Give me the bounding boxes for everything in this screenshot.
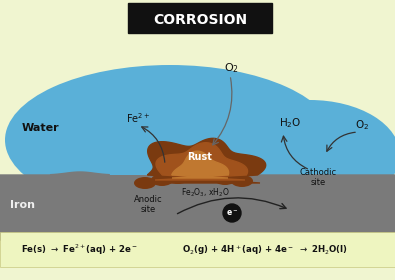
Text: O$_2$(g) + 4H$^+$(aq) + 4e$^-$ $\rightarrow$ 2H$_2$O(l): O$_2$(g) + 4H$^+$(aq) + 4e$^-$ $\rightar… <box>182 243 348 257</box>
Text: CORROSION: CORROSION <box>153 13 247 27</box>
FancyBboxPatch shape <box>128 3 272 33</box>
Ellipse shape <box>134 177 156 189</box>
Ellipse shape <box>151 174 173 186</box>
Text: Fe$_2$O$_3$, xH$_2$O: Fe$_2$O$_3$, xH$_2$O <box>181 187 229 199</box>
Polygon shape <box>140 138 266 183</box>
Ellipse shape <box>231 175 253 187</box>
Text: e$^-$: e$^-$ <box>226 208 238 218</box>
Circle shape <box>223 204 241 222</box>
Bar <box>0 175 395 235</box>
Text: Water: Water <box>22 123 60 133</box>
Text: Anodic
site: Anodic site <box>134 195 162 214</box>
Text: O$_2$: O$_2$ <box>355 118 369 132</box>
Polygon shape <box>155 143 248 180</box>
Text: O$_2$: O$_2$ <box>224 61 239 75</box>
Polygon shape <box>172 151 229 178</box>
Text: Rust: Rust <box>188 152 213 162</box>
Ellipse shape <box>220 100 395 210</box>
Text: Fe$^{2+}$: Fe$^{2+}$ <box>126 111 150 125</box>
Ellipse shape <box>214 173 236 185</box>
Text: H$_2$O: H$_2$O <box>279 116 301 130</box>
Text: Iron: Iron <box>10 200 35 210</box>
Ellipse shape <box>5 65 335 215</box>
Bar <box>0 232 395 267</box>
Text: Cathodic
site: Cathodic site <box>299 168 337 187</box>
Ellipse shape <box>167 172 189 184</box>
Text: Fe(s) $\rightarrow$ Fe$^{2+}$(aq) + 2e$^-$: Fe(s) $\rightarrow$ Fe$^{2+}$(aq) + 2e$^… <box>21 243 139 257</box>
